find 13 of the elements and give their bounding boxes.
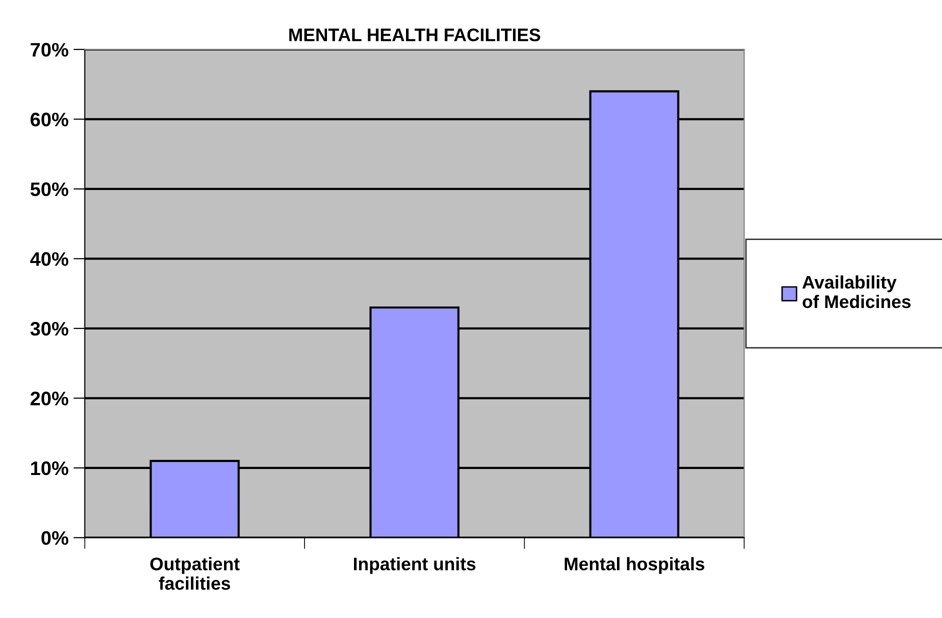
y-tick-label: 0% — [41, 531, 68, 545]
x-tick-label: Inpatient units — [354, 557, 476, 574]
y-tick-label: 20% — [30, 392, 68, 406]
chart-title: MENTAL HEALTH FACILITIES — [289, 28, 540, 42]
legend-label: Availability of Medicines — [802, 275, 911, 308]
y-tick-label: 30% — [30, 322, 68, 336]
y-tick-label: 70% — [30, 42, 68, 57]
x-tick-label: Outpatient facilities — [150, 557, 240, 590]
y-tick-label: 50% — [30, 182, 68, 196]
y-tick-label: 60% — [30, 112, 68, 126]
x-tick-label: Mental hospitals — [564, 557, 704, 574]
y-tick-label: 40% — [30, 252, 68, 266]
y-tick-label: 10% — [31, 461, 68, 476]
